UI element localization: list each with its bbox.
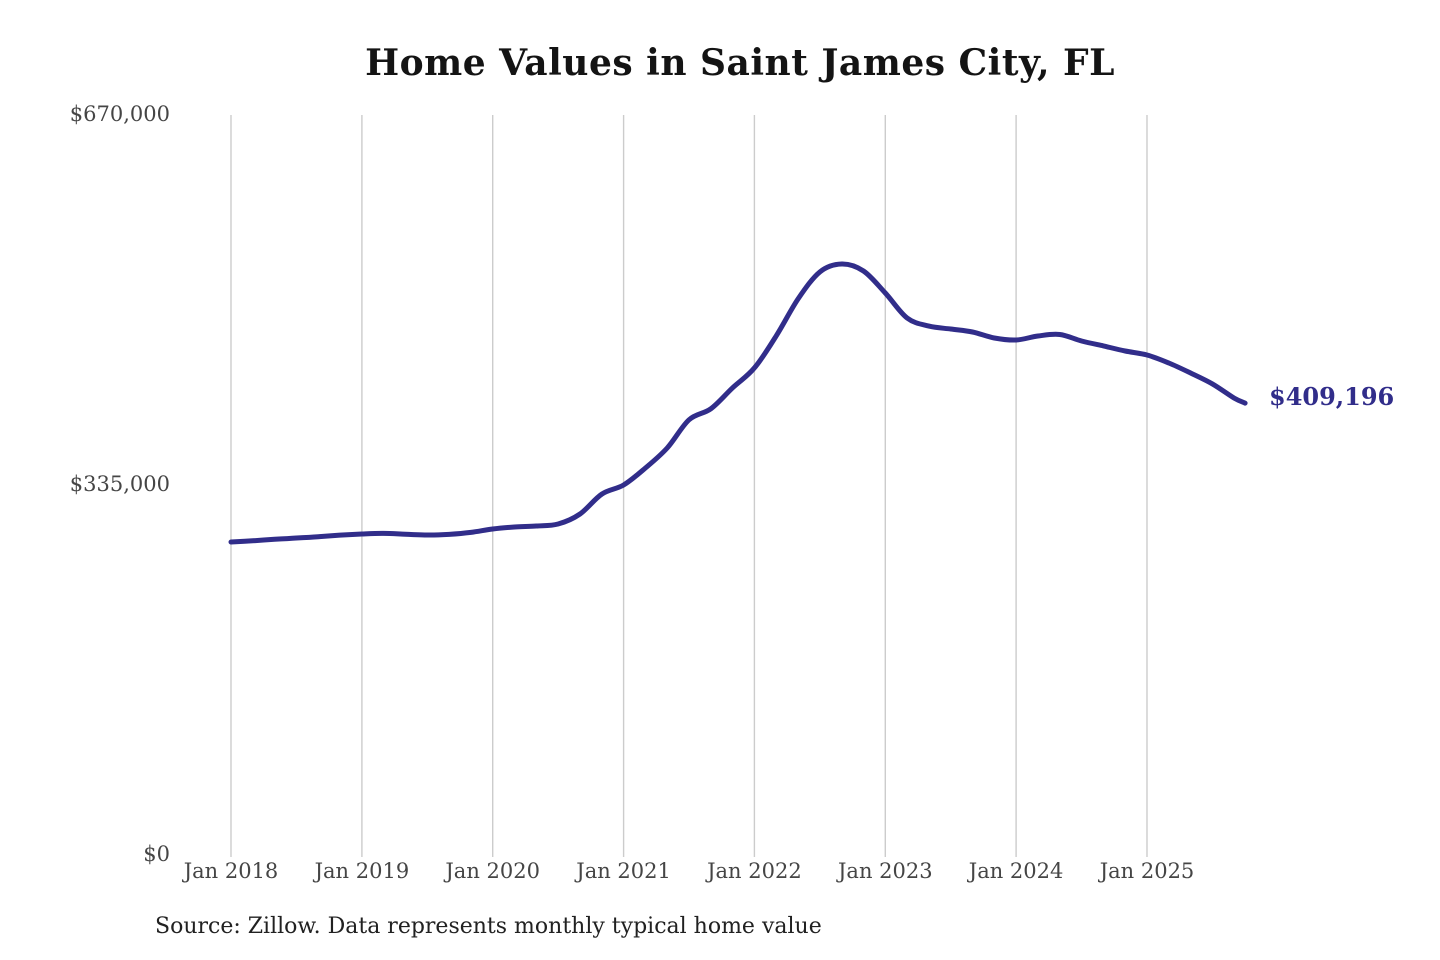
y-tick-label: $0 bbox=[143, 842, 170, 866]
y-tick-label: $335,000 bbox=[69, 472, 170, 496]
y-tick-label: $670,000 bbox=[69, 102, 170, 126]
x-tick-label: Jan 2021 bbox=[576, 859, 671, 883]
x-tick-label: Jan 2023 bbox=[838, 859, 933, 883]
x-tick-label: Jan 2020 bbox=[445, 859, 540, 883]
home-value-line bbox=[228, 261, 1248, 545]
chart-title: Home Values in Saint James City, FL bbox=[365, 42, 1115, 84]
x-tick-label: Jan 2022 bbox=[707, 859, 802, 883]
latest-value-label: $409,196 bbox=[1269, 382, 1395, 411]
x-tick-label: Jan 2018 bbox=[183, 859, 279, 883]
y-axis-tick-labels: $0 $335,000 $670,000 bbox=[0, 0, 170, 960]
x-tick-label: Jan 2025 bbox=[1099, 859, 1195, 883]
x-tick-label: Jan 2019 bbox=[314, 859, 410, 883]
x-tick-label: Jan 2024 bbox=[968, 859, 1064, 883]
source-note: Source: Zillow. Data represents monthly … bbox=[155, 914, 822, 939]
